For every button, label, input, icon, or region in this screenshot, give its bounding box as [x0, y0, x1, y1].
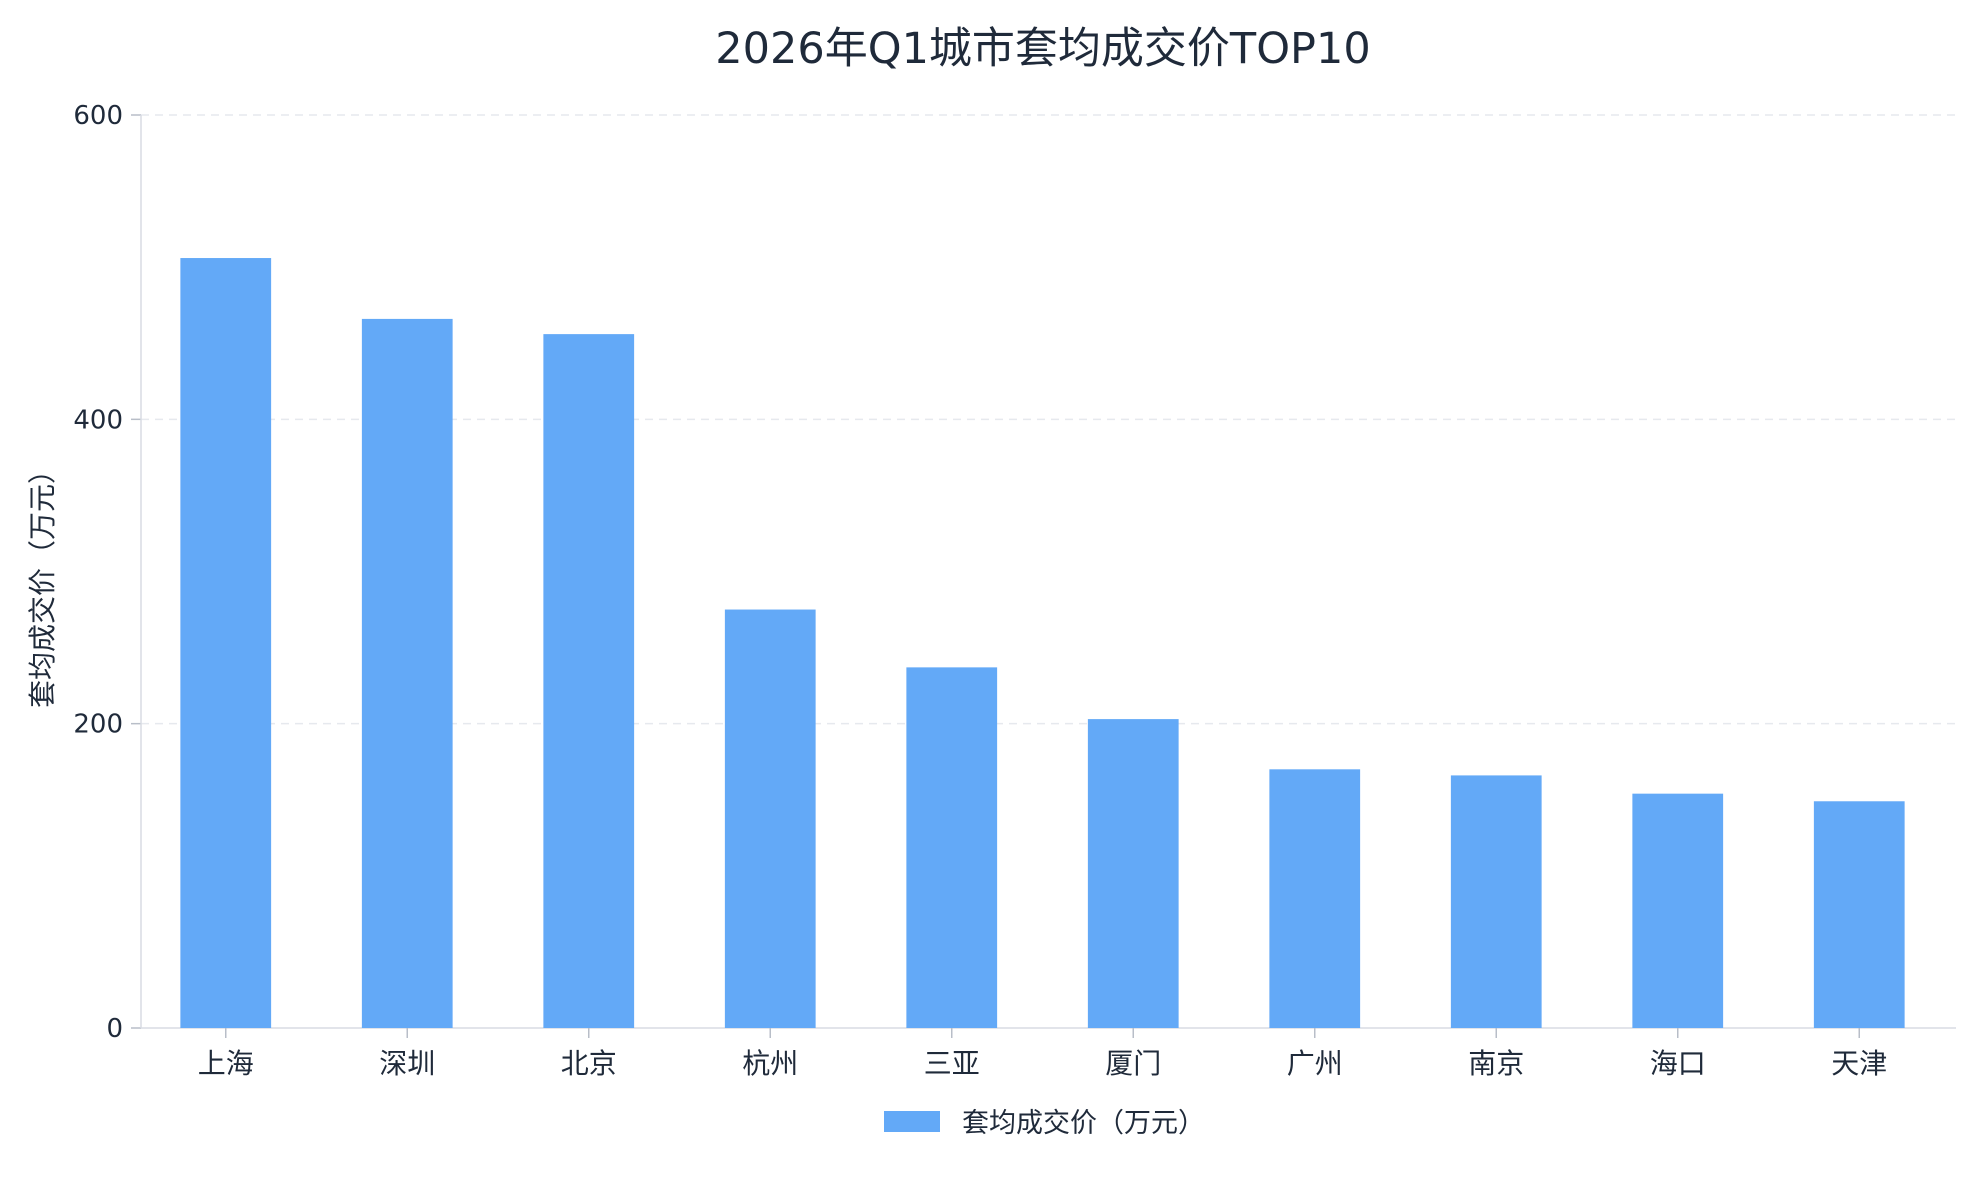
y-tick-label: 400	[73, 405, 123, 435]
y-tick-label: 0	[106, 1014, 123, 1044]
tick-labels: 0 200 400 600 上海 深圳 北京 杭州 三亚 厦门 广州 南京 海口 天津	[73, 101, 1887, 1080]
x-tick-label: 南京	[1468, 1047, 1524, 1080]
gridlines	[141, 114, 1956, 725]
bar-5	[906, 667, 998, 1028]
x-tick-label: 天津	[1831, 1047, 1887, 1080]
bar-9	[1632, 793, 1724, 1028]
x-tick-label: 广州	[1287, 1047, 1343, 1080]
bar-6	[1087, 719, 1179, 1028]
legend-swatch	[884, 1111, 940, 1132]
bars	[180, 258, 1905, 1029]
bar-1	[180, 258, 272, 1029]
x-tick-label: 海口	[1650, 1047, 1706, 1080]
x-tick-label: 深圳	[379, 1047, 435, 1080]
x-tick-label: 杭州	[742, 1047, 798, 1080]
legend: 套均成交价（万元）	[884, 1108, 1205, 1139]
y-tick-label: 600	[73, 101, 123, 131]
x-tick-label: 上海	[198, 1047, 254, 1080]
x-tick-label: 厦门	[1105, 1047, 1161, 1080]
bar-10	[1813, 801, 1905, 1028]
chart-title: 2026年Q1城市套均成交价TOP10	[715, 24, 1370, 74]
bar-2	[361, 318, 453, 1028]
x-tick-label: 三亚	[924, 1047, 980, 1080]
bar-7	[1269, 769, 1361, 1028]
legend-label: 套均成交价（万元）	[962, 1108, 1205, 1139]
y-axis-label: 套均成交价（万元）	[26, 456, 59, 708]
y-tick-label: 200	[73, 710, 123, 740]
bar-8	[1450, 775, 1542, 1028]
x-tick-label: 北京	[561, 1047, 617, 1080]
bar-3	[543, 334, 635, 1028]
bar-4	[724, 609, 816, 1028]
